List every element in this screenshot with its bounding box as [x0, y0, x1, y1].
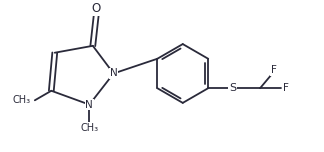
- Text: N: N: [86, 100, 93, 110]
- Text: F: F: [283, 83, 289, 93]
- Text: N: N: [110, 69, 117, 78]
- Text: O: O: [92, 2, 101, 15]
- Text: CH₃: CH₃: [80, 123, 98, 133]
- Text: CH₃: CH₃: [13, 95, 31, 105]
- Text: F: F: [271, 65, 277, 75]
- Text: S: S: [229, 83, 236, 93]
